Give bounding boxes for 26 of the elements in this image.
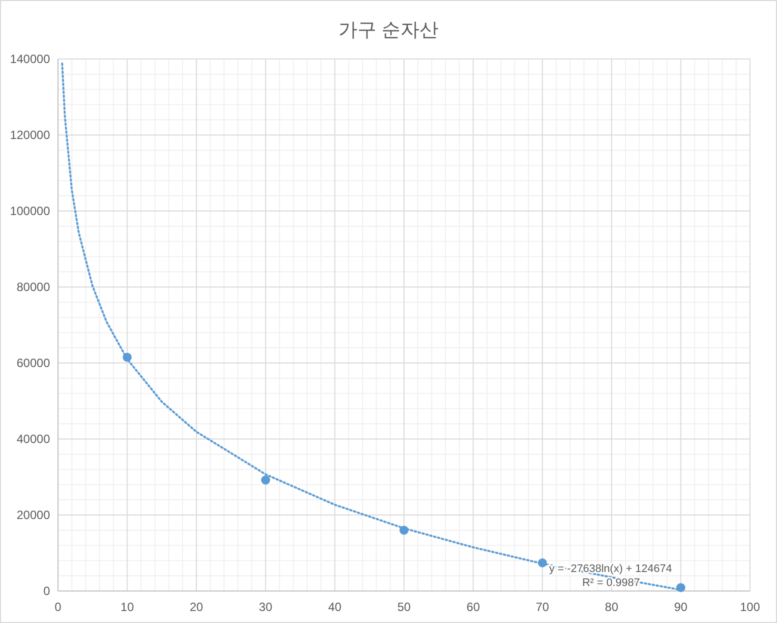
- x-tick-label: 10: [120, 600, 134, 614]
- y-tick-label: 60000: [16, 356, 50, 370]
- x-tick-label: 40: [328, 600, 342, 614]
- point: [676, 583, 686, 592]
- x-tick-label: 30: [258, 600, 273, 614]
- x-tick-label: 80: [604, 600, 619, 614]
- y-tick-label: 100000: [10, 204, 50, 218]
- point: [122, 352, 132, 362]
- y-tick-label: 80000: [16, 280, 50, 294]
- x-tick-label: 90: [674, 600, 688, 614]
- y-tick-label: 120000: [10, 128, 50, 142]
- y-tick-label: 0: [43, 584, 50, 598]
- x-tick-label: 20: [190, 600, 204, 614]
- y-tick-label: 40000: [16, 432, 50, 446]
- x-tick-label: 60: [466, 600, 480, 614]
- x-tick-label: 0: [54, 600, 62, 614]
- point: [538, 558, 547, 568]
- point: [261, 476, 270, 485]
- point: [400, 526, 408, 535]
- annotation: R² = 0.9987: [582, 577, 640, 589]
- x-tick-label: 70: [536, 600, 550, 614]
- y-tick-label: 140000: [10, 52, 50, 66]
- chart-title: 가구 순자산: [338, 20, 439, 41]
- x-tick-label: 50: [397, 600, 411, 614]
- x-tick-label: 100: [740, 600, 760, 614]
- y-tick-label: 20000: [16, 508, 50, 522]
